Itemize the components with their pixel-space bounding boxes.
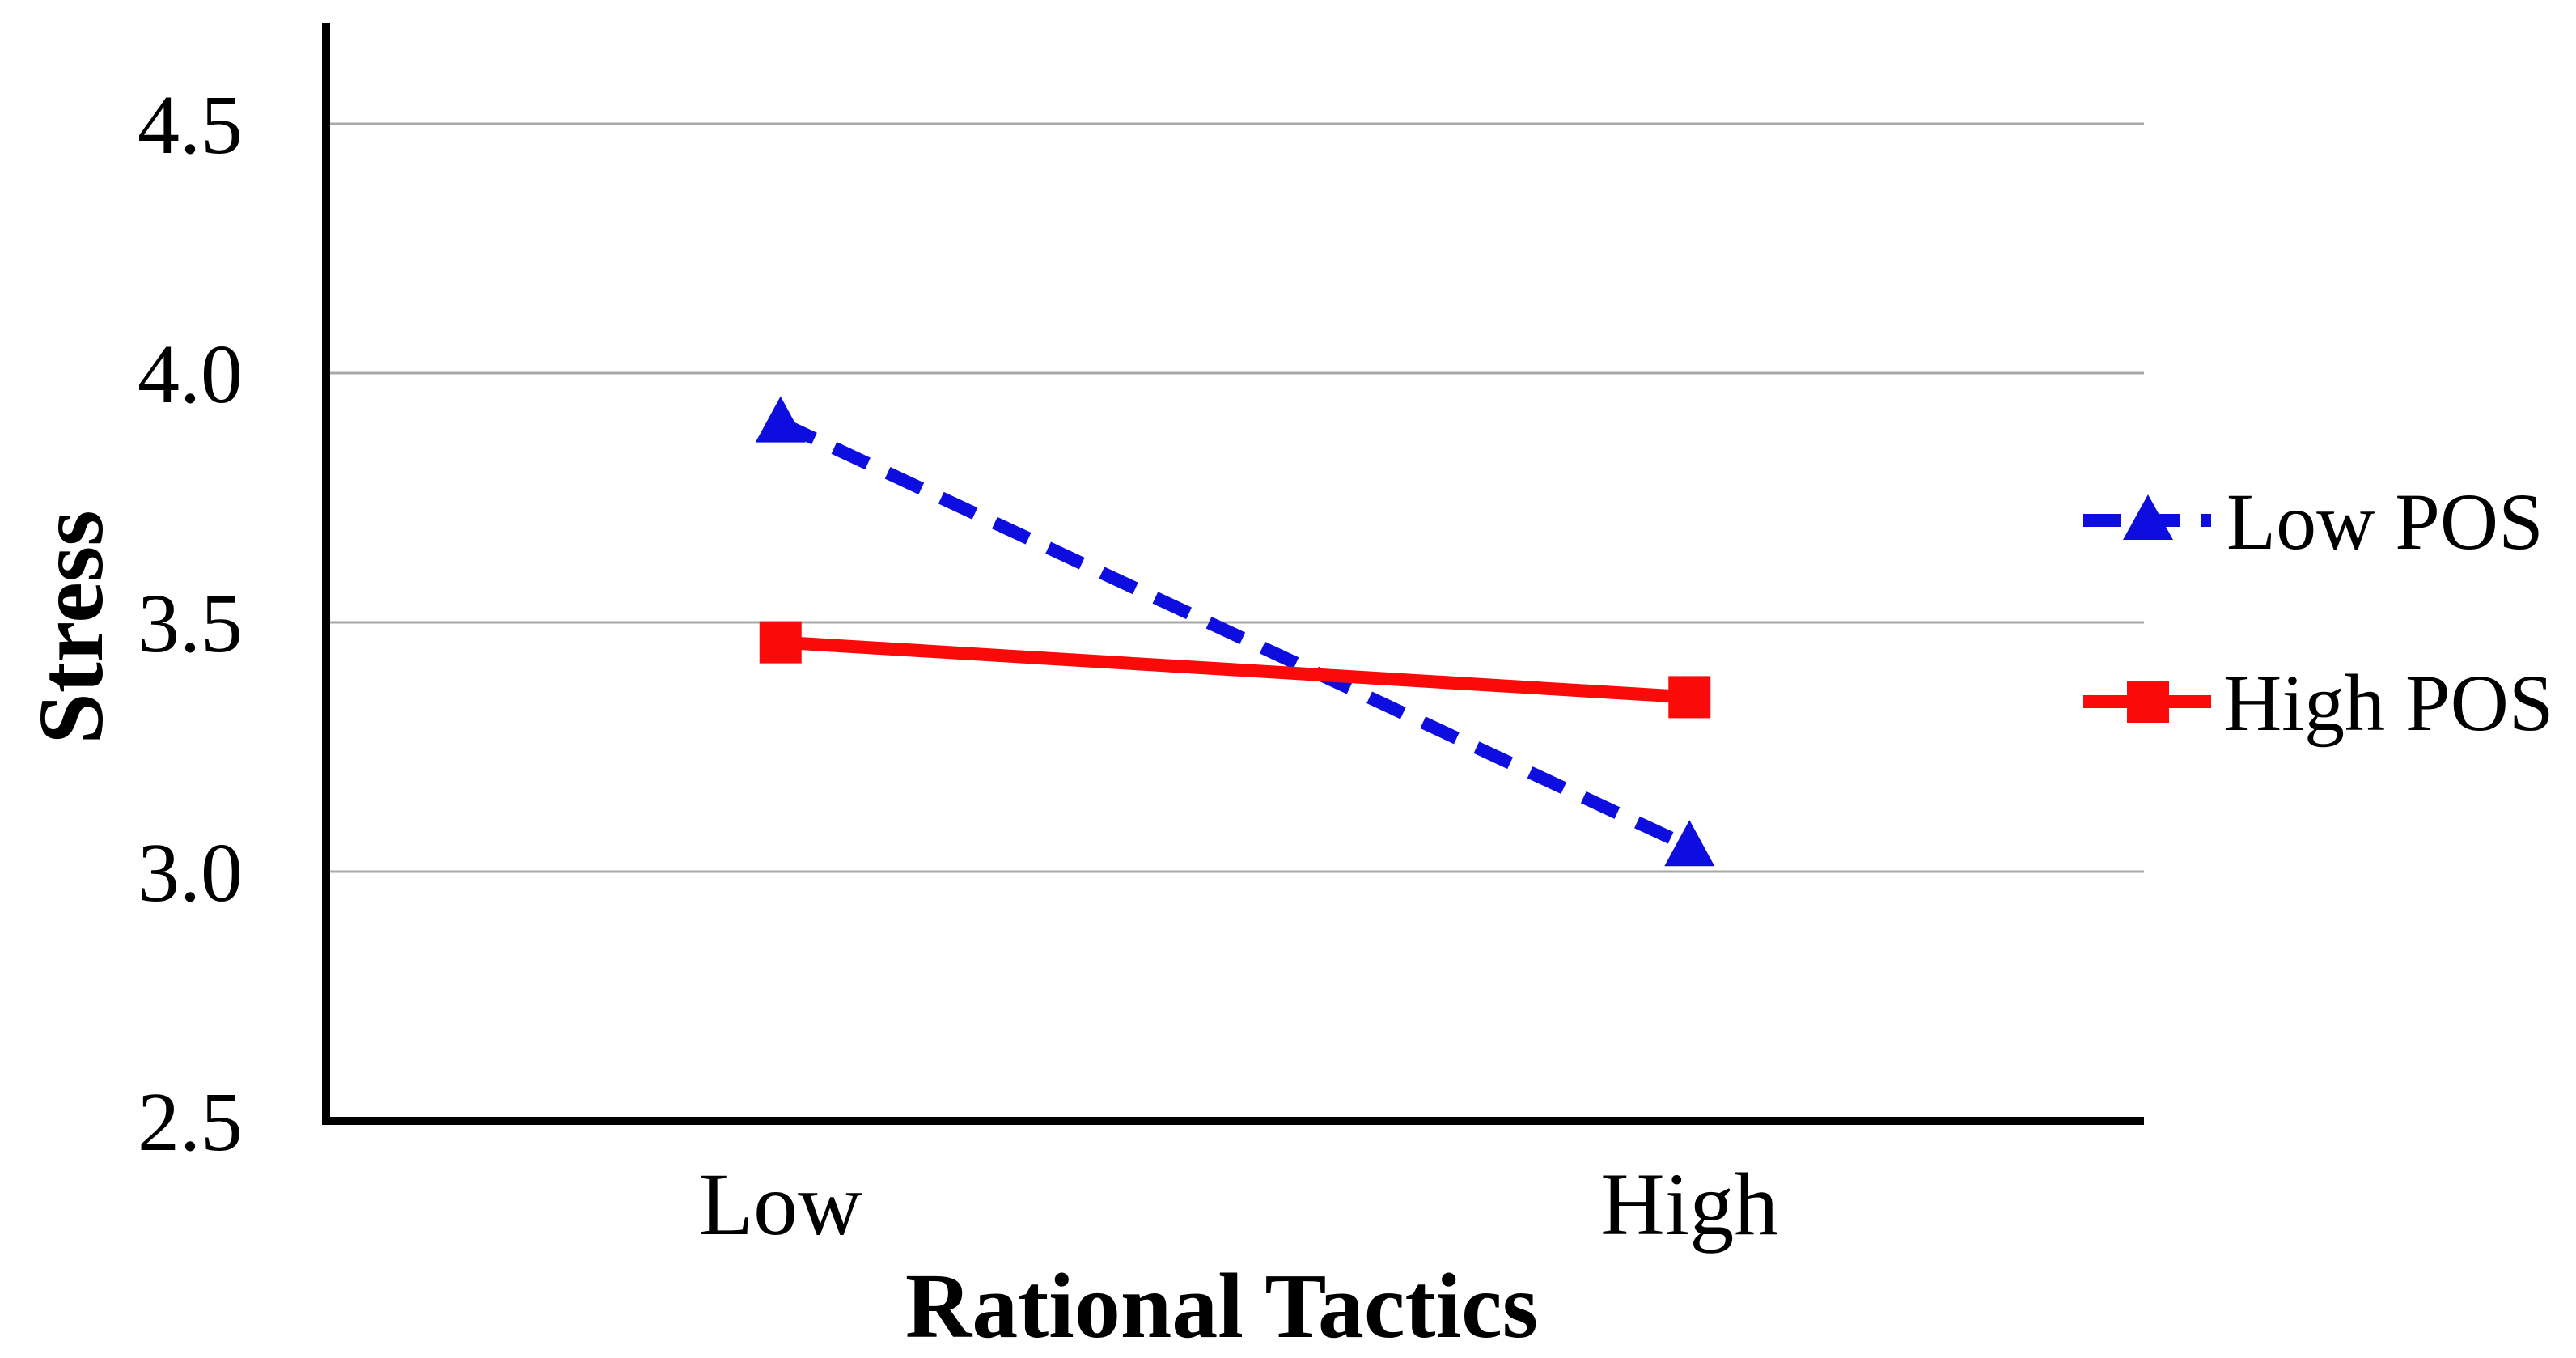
series-line-high-pos	[780, 635, 1690, 704]
gridlines	[326, 122, 2144, 873]
legend-entry-high-pos: High POS	[2083, 658, 2553, 748]
legend-entry-low-pos: Low POS	[2083, 477, 2544, 567]
data-point-square	[1668, 676, 1711, 719]
data-point-triangle	[755, 396, 806, 443]
y-tick-label: 3.0	[138, 826, 243, 919]
y-tick-label: 4.0	[138, 328, 243, 421]
legend-label-low-pos: Low POS	[2226, 477, 2544, 567]
series-layer	[755, 396, 1715, 867]
series-line-low-pos	[777, 417, 1693, 853]
y-axis-title: Stress	[19, 510, 122, 744]
legend-triangle-marker	[2123, 494, 2173, 540]
y-tick-label: 2.5	[138, 1076, 243, 1169]
x-axis-title: Rational Tactics	[905, 1254, 1538, 1357]
legend-label-high-pos: High POS	[2223, 658, 2553, 748]
x-tick-label-high: High	[1600, 1155, 1778, 1254]
x-tick-label-low: Low	[699, 1155, 862, 1254]
data-point-square	[759, 621, 802, 664]
x-tick-labels: Low High	[699, 1155, 1778, 1254]
y-tick-labels: 2.5 3.0 3.5 4.0 4.5	[138, 79, 243, 1169]
legend-square-marker	[2127, 681, 2169, 723]
legend: Low POS High POS	[2083, 477, 2553, 748]
y-tick-label: 4.5	[138, 79, 243, 172]
data-point-triangle	[1664, 820, 1715, 867]
y-tick-label: 3.5	[138, 577, 243, 670]
